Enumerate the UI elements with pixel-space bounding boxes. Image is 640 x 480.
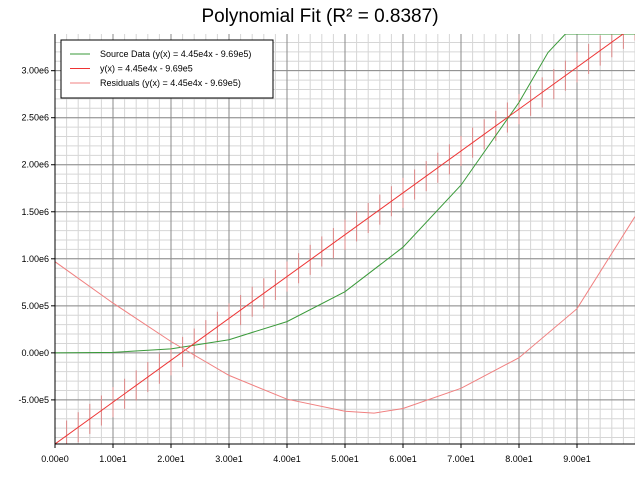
legend-label: y(x) = 4.45e4x - 9.69e5 [100,64,193,74]
legend: Source Data (y(x) = 4.45e4x - 9.69e5) y(x… [60,39,274,99]
plot-area [55,34,635,444]
y-tick-label: 2.00e6 [21,160,49,170]
series-line-1 [55,34,624,444]
y-tick-label: 1.00e6 [21,254,49,264]
x-tick-label: 3.00e1 [215,454,243,464]
series-line-2 [55,216,635,414]
y-tick-label: 1.50e6 [21,207,49,217]
x-tick-label: 6.00e1 [389,454,417,464]
legend-box [60,39,274,99]
x-tick-label: 1.00e1 [99,454,127,464]
x-tick-label: 0.00e0 [41,454,69,464]
series-line-0 [55,34,635,354]
chart-title: Polynomial Fit (R² = 0.8387) [201,6,439,27]
x-tick-label: 5.00e1 [331,454,359,464]
x-tick-label: 4.00e1 [273,454,301,464]
legend-label: Residuals (y(x) = 4.45e4x - 9.69e5) [100,78,241,88]
y-tick-label: 0.00e0 [21,348,49,358]
legend-label: Source Data (y(x) = 4.45e4x - 9.69e5) [100,49,251,59]
x-tick-label: 8.00e1 [505,454,533,464]
x-tick-label: 7.00e1 [447,454,475,464]
y-tick-label: 3.00e6 [21,66,49,76]
x-tick-label: 2.00e1 [157,454,185,464]
y-tick-label: 5.00e5 [21,301,49,311]
x-tick-label: 9.00e1 [563,454,591,464]
y-tick-label: 2.50e6 [21,113,49,123]
y-tick-label: -5.00e5 [18,395,49,405]
